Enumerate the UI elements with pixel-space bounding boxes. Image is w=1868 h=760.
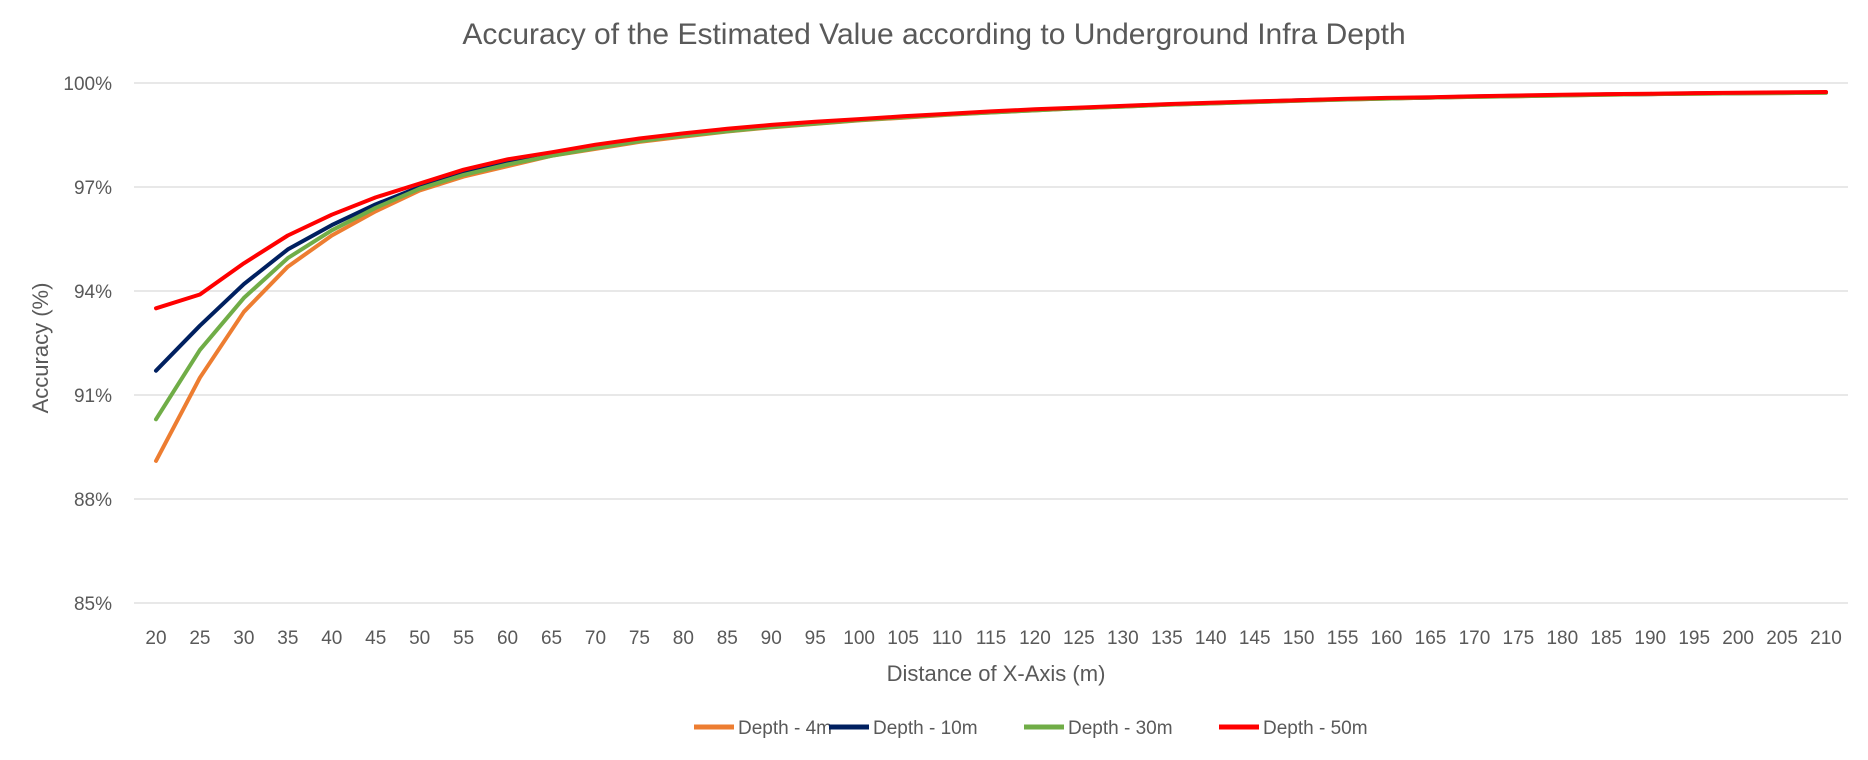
series-lines [154,90,1828,463]
x-tick-label: 160 [1371,628,1403,649]
y-tick-label: 85% [74,594,112,615]
y-axis-ticks: 85% 88% 91% 94% 97% 100% [63,74,112,615]
x-tick-label: 70 [585,628,606,649]
x-tick-label: 145 [1239,628,1271,649]
legend-label-depth-10m: Depth - 10m [873,718,978,739]
x-tick-label: 205 [1766,628,1798,649]
x-tick-label: 55 [453,628,474,649]
y-tick-label: 97% [74,178,112,199]
x-tick-label: 20 [145,628,166,649]
x-tick-label: 130 [1107,628,1139,649]
x-tick-label: 170 [1459,628,1491,649]
x-tick-label: 135 [1151,628,1183,649]
x-tick-label: 165 [1415,628,1447,649]
series-line-depth-4m [154,90,1828,463]
y-tick-label: 91% [74,386,112,407]
x-axis-title: Distance of X-Axis (m) [887,661,1106,686]
series-line-depth-30m [154,90,1828,422]
x-tick-label: 85 [717,628,738,649]
x-tick-label: 140 [1195,628,1227,649]
x-tick-label: 95 [805,628,826,649]
y-axis-title: Accuracy (%) [28,283,53,414]
x-tick-label: 60 [497,628,518,649]
legend: Depth - 4m Depth - 10m Depth - 30m Depth - … [694,718,1368,739]
legend-label-depth-50m: Depth - 50m [1263,718,1368,739]
legend-label-depth-4m: Depth - 4m [738,718,832,739]
x-tick-label: 45 [365,628,386,649]
series-line-depth-50m [154,90,1828,311]
x-tick-label: 180 [1546,628,1578,649]
x-tick-label: 115 [976,628,1006,649]
x-tick-label: 25 [189,628,210,649]
legend-label-depth-30m: Depth - 30m [1068,718,1173,739]
x-tick-label: 35 [277,628,298,649]
x-tick-label: 125 [1063,628,1095,649]
x-tick-label: 120 [1019,628,1051,649]
x-tick-label: 40 [321,628,342,649]
y-tick-label: 100% [63,74,112,95]
chart-title: Accuracy of the Estimated Value accordin… [462,18,1405,51]
x-tick-label: 155 [1327,628,1359,649]
x-tick-label: 175 [1503,628,1535,649]
y-tick-label: 88% [74,490,112,511]
y-tick-label: 94% [74,282,112,303]
gridlines [134,82,1848,604]
x-tick-label: 150 [1283,628,1315,649]
x-tick-label: 105 [887,628,919,649]
x-tick-label: 50 [409,628,430,649]
x-tick-label: 65 [541,628,562,649]
x-tick-label: 30 [233,628,254,649]
x-tick-label: 200 [1722,628,1754,649]
x-tick-label: 90 [761,628,782,649]
x-tick-label: 80 [673,628,694,649]
x-tick-label: 75 [629,628,650,649]
x-tick-label: 190 [1634,628,1666,649]
x-tick-label: 210 [1810,628,1842,649]
x-tick-label: 110 [932,628,962,649]
series-line-depth-10m [154,90,1828,373]
x-axis-ticks: 20 25 30 35 40 45 50 55 60 65 70 75 80 85 90 95 100 105 11… [145,628,1841,649]
x-tick-label: 185 [1590,628,1622,649]
x-tick-label: 195 [1678,628,1710,649]
x-tick-label: 100 [843,628,875,649]
